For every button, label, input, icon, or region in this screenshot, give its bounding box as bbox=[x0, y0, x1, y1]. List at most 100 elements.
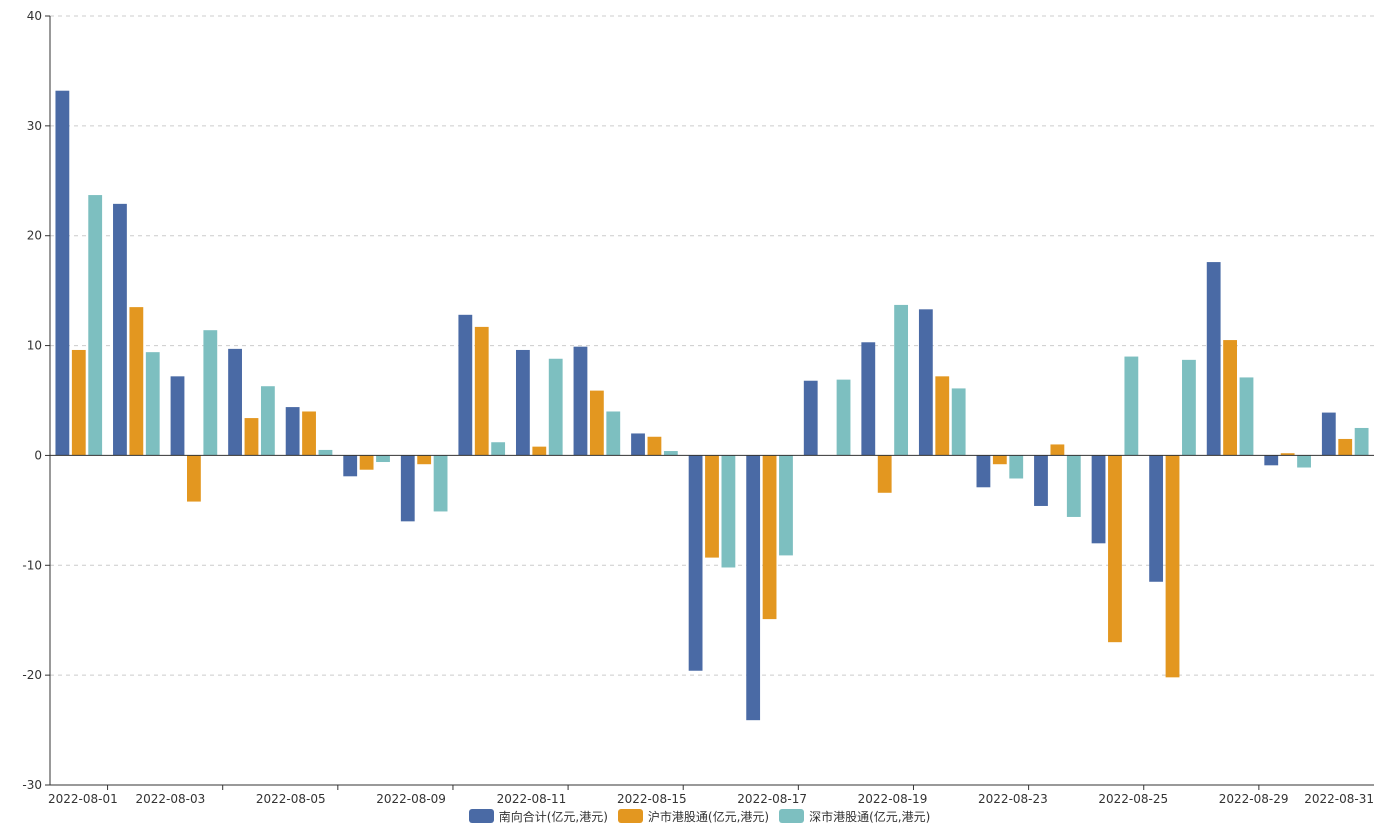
x-tick-label: 2022-08-01 bbox=[48, 792, 118, 806]
bar-shanghai-connect bbox=[359, 455, 374, 470]
bar-southbound-total bbox=[573, 346, 588, 456]
legend-label: 沪市港股通(亿元,港元) bbox=[647, 809, 770, 824]
x-tick-label: 2022-08-25 bbox=[1098, 792, 1168, 806]
y-tick-label: -10 bbox=[22, 558, 42, 572]
legend-label: 南向合计(亿元,港元) bbox=[498, 809, 608, 824]
bar-shenzhen-connect bbox=[318, 449, 333, 456]
bar-southbound-total bbox=[343, 455, 358, 477]
bar-shanghai-connect bbox=[1223, 340, 1237, 456]
axes: -30 -20 -10 0 10 20 30 40 2022-08-01 2022-08-03 20… bbox=[22, 9, 1374, 806]
bar-shenzhen-connect bbox=[1239, 377, 1254, 456]
bar-shenzhen-connect bbox=[721, 455, 736, 568]
bar-southbound-total bbox=[861, 342, 876, 456]
y-tick-label: 20 bbox=[27, 229, 42, 243]
bar-southbound-total bbox=[918, 309, 933, 456]
bar-southbound-total bbox=[631, 433, 645, 456]
bar-shanghai-connect bbox=[1338, 438, 1353, 456]
bar-shenzhen-connect bbox=[779, 455, 793, 556]
bar-southbound-total bbox=[1091, 455, 1106, 544]
bar-shenzhen-connect bbox=[1182, 359, 1196, 456]
bar-shanghai-connect bbox=[1050, 444, 1065, 456]
bar-southbound-total bbox=[1206, 262, 1221, 456]
bar-shanghai-connect bbox=[1165, 455, 1180, 678]
bar-shanghai-connect bbox=[187, 455, 201, 502]
bar-shanghai-connect bbox=[532, 446, 547, 456]
bar-shenzhen-connect bbox=[606, 411, 621, 456]
bar-shanghai-connect bbox=[762, 455, 777, 620]
bar-shanghai-connect bbox=[877, 455, 892, 493]
bar-shanghai-connect bbox=[474, 326, 489, 456]
bars bbox=[55, 90, 1369, 721]
bar-southbound-total bbox=[1034, 455, 1048, 506]
bar-shanghai-connect bbox=[244, 418, 259, 456]
bar-southbound-total bbox=[688, 455, 703, 671]
bar-shenzhen-connect bbox=[663, 451, 678, 456]
x-tick-label: 2022-08-15 bbox=[617, 792, 687, 806]
bar-shanghai-connect bbox=[129, 307, 144, 456]
bar-shenzhen-connect bbox=[1066, 455, 1081, 517]
bar-shenzhen-connect bbox=[376, 455, 390, 463]
bar-southbound-total bbox=[1321, 412, 1336, 456]
x-tick-label: 2022-08-03 bbox=[135, 792, 205, 806]
bar-shanghai-connect bbox=[992, 455, 1007, 465]
bar-southbound-total bbox=[803, 380, 818, 456]
y-tick-label: -20 bbox=[22, 668, 42, 682]
legend-item[interactable]: 沪市港股通(亿元,港元) bbox=[617, 808, 770, 825]
y-tick-label: 30 bbox=[27, 119, 42, 133]
bar-shenzhen-connect bbox=[145, 352, 160, 456]
legend-swatch bbox=[617, 809, 643, 823]
bar-southbound-total bbox=[746, 455, 761, 721]
bar-shanghai-connect bbox=[935, 376, 950, 456]
bar-shanghai-connect bbox=[1280, 453, 1295, 456]
bar-shanghai-connect bbox=[302, 411, 316, 456]
bar-shenzhen-connect bbox=[1354, 427, 1369, 456]
bar-shenzhen-connect bbox=[951, 388, 966, 456]
bar-southbound-total bbox=[170, 376, 185, 456]
y-tick-label: 10 bbox=[27, 339, 42, 353]
legend-swatch bbox=[779, 809, 805, 823]
bar-shenzhen-connect bbox=[491, 442, 506, 456]
bar-shenzhen-connect bbox=[836, 379, 851, 456]
bar-southbound-total bbox=[976, 455, 991, 488]
bar-southbound-total bbox=[228, 348, 242, 456]
bar-southbound-total bbox=[458, 314, 473, 456]
bar-shanghai-connect bbox=[71, 349, 86, 456]
legend: 南向合计(亿元,港元) 沪市港股通(亿元,港元) 深市港股通(亿元,港元) bbox=[0, 806, 1399, 826]
x-tick-label: 2022-08-19 bbox=[858, 792, 928, 806]
bar-shenzhen-connect bbox=[433, 455, 448, 512]
bar-shenzhen-connect bbox=[1009, 455, 1024, 479]
y-tick-label: 0 bbox=[34, 448, 42, 462]
bar-southbound-total bbox=[1264, 455, 1279, 466]
bar-southbound-total bbox=[113, 203, 127, 456]
bar-southbound-total bbox=[1149, 455, 1164, 582]
x-tick-label: 2022-08-09 bbox=[376, 792, 446, 806]
y-tick-label: 40 bbox=[27, 9, 42, 23]
bar-southbound-total bbox=[400, 455, 415, 522]
x-tick-label: 2022-08-05 bbox=[256, 792, 326, 806]
bar-southbound-total bbox=[55, 90, 70, 456]
x-tick-label: 2022-08-31 bbox=[1304, 792, 1374, 806]
bar-shenzhen-connect bbox=[894, 304, 909, 456]
bar-shanghai-connect bbox=[647, 436, 662, 456]
bar-shenzhen-connect bbox=[260, 386, 275, 456]
legend-swatch bbox=[468, 809, 494, 823]
legend-item[interactable]: 南向合计(亿元,港元) bbox=[468, 808, 608, 825]
bar-shenzhen-connect bbox=[203, 330, 218, 456]
bar-shanghai-connect bbox=[589, 390, 604, 456]
legend-item[interactable]: 深市港股通(亿元,港元) bbox=[779, 808, 930, 825]
bar-shanghai-connect bbox=[705, 455, 719, 558]
bar-shanghai-connect bbox=[417, 455, 432, 465]
bar-shenzhen-connect bbox=[88, 195, 103, 456]
y-tick-label: -30 bbox=[22, 778, 42, 792]
x-tick-label: 2022-08-29 bbox=[1219, 792, 1289, 806]
bar-shenzhen-connect bbox=[1124, 356, 1139, 456]
bar-shanghai-connect bbox=[1108, 455, 1122, 643]
x-tick-label: 2022-08-17 bbox=[737, 792, 807, 806]
bar-southbound-total bbox=[515, 349, 530, 456]
bar-shenzhen-connect bbox=[548, 358, 563, 456]
x-tick-label: 2022-08-11 bbox=[497, 792, 567, 806]
bar-southbound-total bbox=[285, 407, 300, 456]
bar-shenzhen-connect bbox=[1297, 455, 1311, 468]
legend-label: 深市港股通(亿元,港元) bbox=[809, 809, 931, 824]
